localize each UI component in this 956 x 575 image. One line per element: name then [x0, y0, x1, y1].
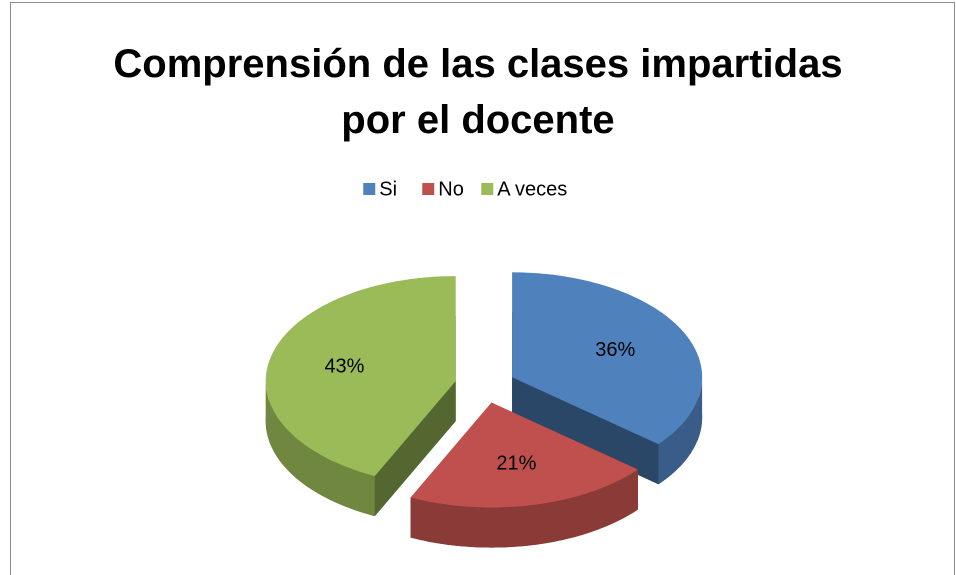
data-label: 36% — [595, 339, 635, 361]
data-label: 43% — [324, 356, 364, 378]
pie-slice — [512, 272, 703, 485]
slice-wall — [658, 377, 703, 485]
legend: Si No A veces — [363, 178, 567, 200]
legend-swatch — [363, 183, 376, 195]
slice-top — [265, 276, 456, 477]
data-label: 21% — [496, 452, 536, 474]
slice-wall — [265, 381, 375, 517]
slice-side — [374, 381, 456, 517]
legend-swatch — [422, 183, 435, 195]
slice-top — [512, 272, 703, 445]
legend-swatch — [481, 183, 494, 195]
legend-label: No — [438, 178, 464, 200]
slice-wall — [410, 469, 638, 548]
chart-title: Comprensión de las clases impartidas por… — [113, 42, 843, 142]
slice-side — [512, 377, 659, 485]
pie-slice — [265, 276, 456, 517]
legend-label: A veces — [497, 178, 567, 200]
pie-slice — [410, 402, 638, 548]
pie: 36% 21% 43% — [265, 272, 703, 548]
legend-label: Si — [379, 178, 397, 200]
slice-top — [410, 402, 638, 508]
